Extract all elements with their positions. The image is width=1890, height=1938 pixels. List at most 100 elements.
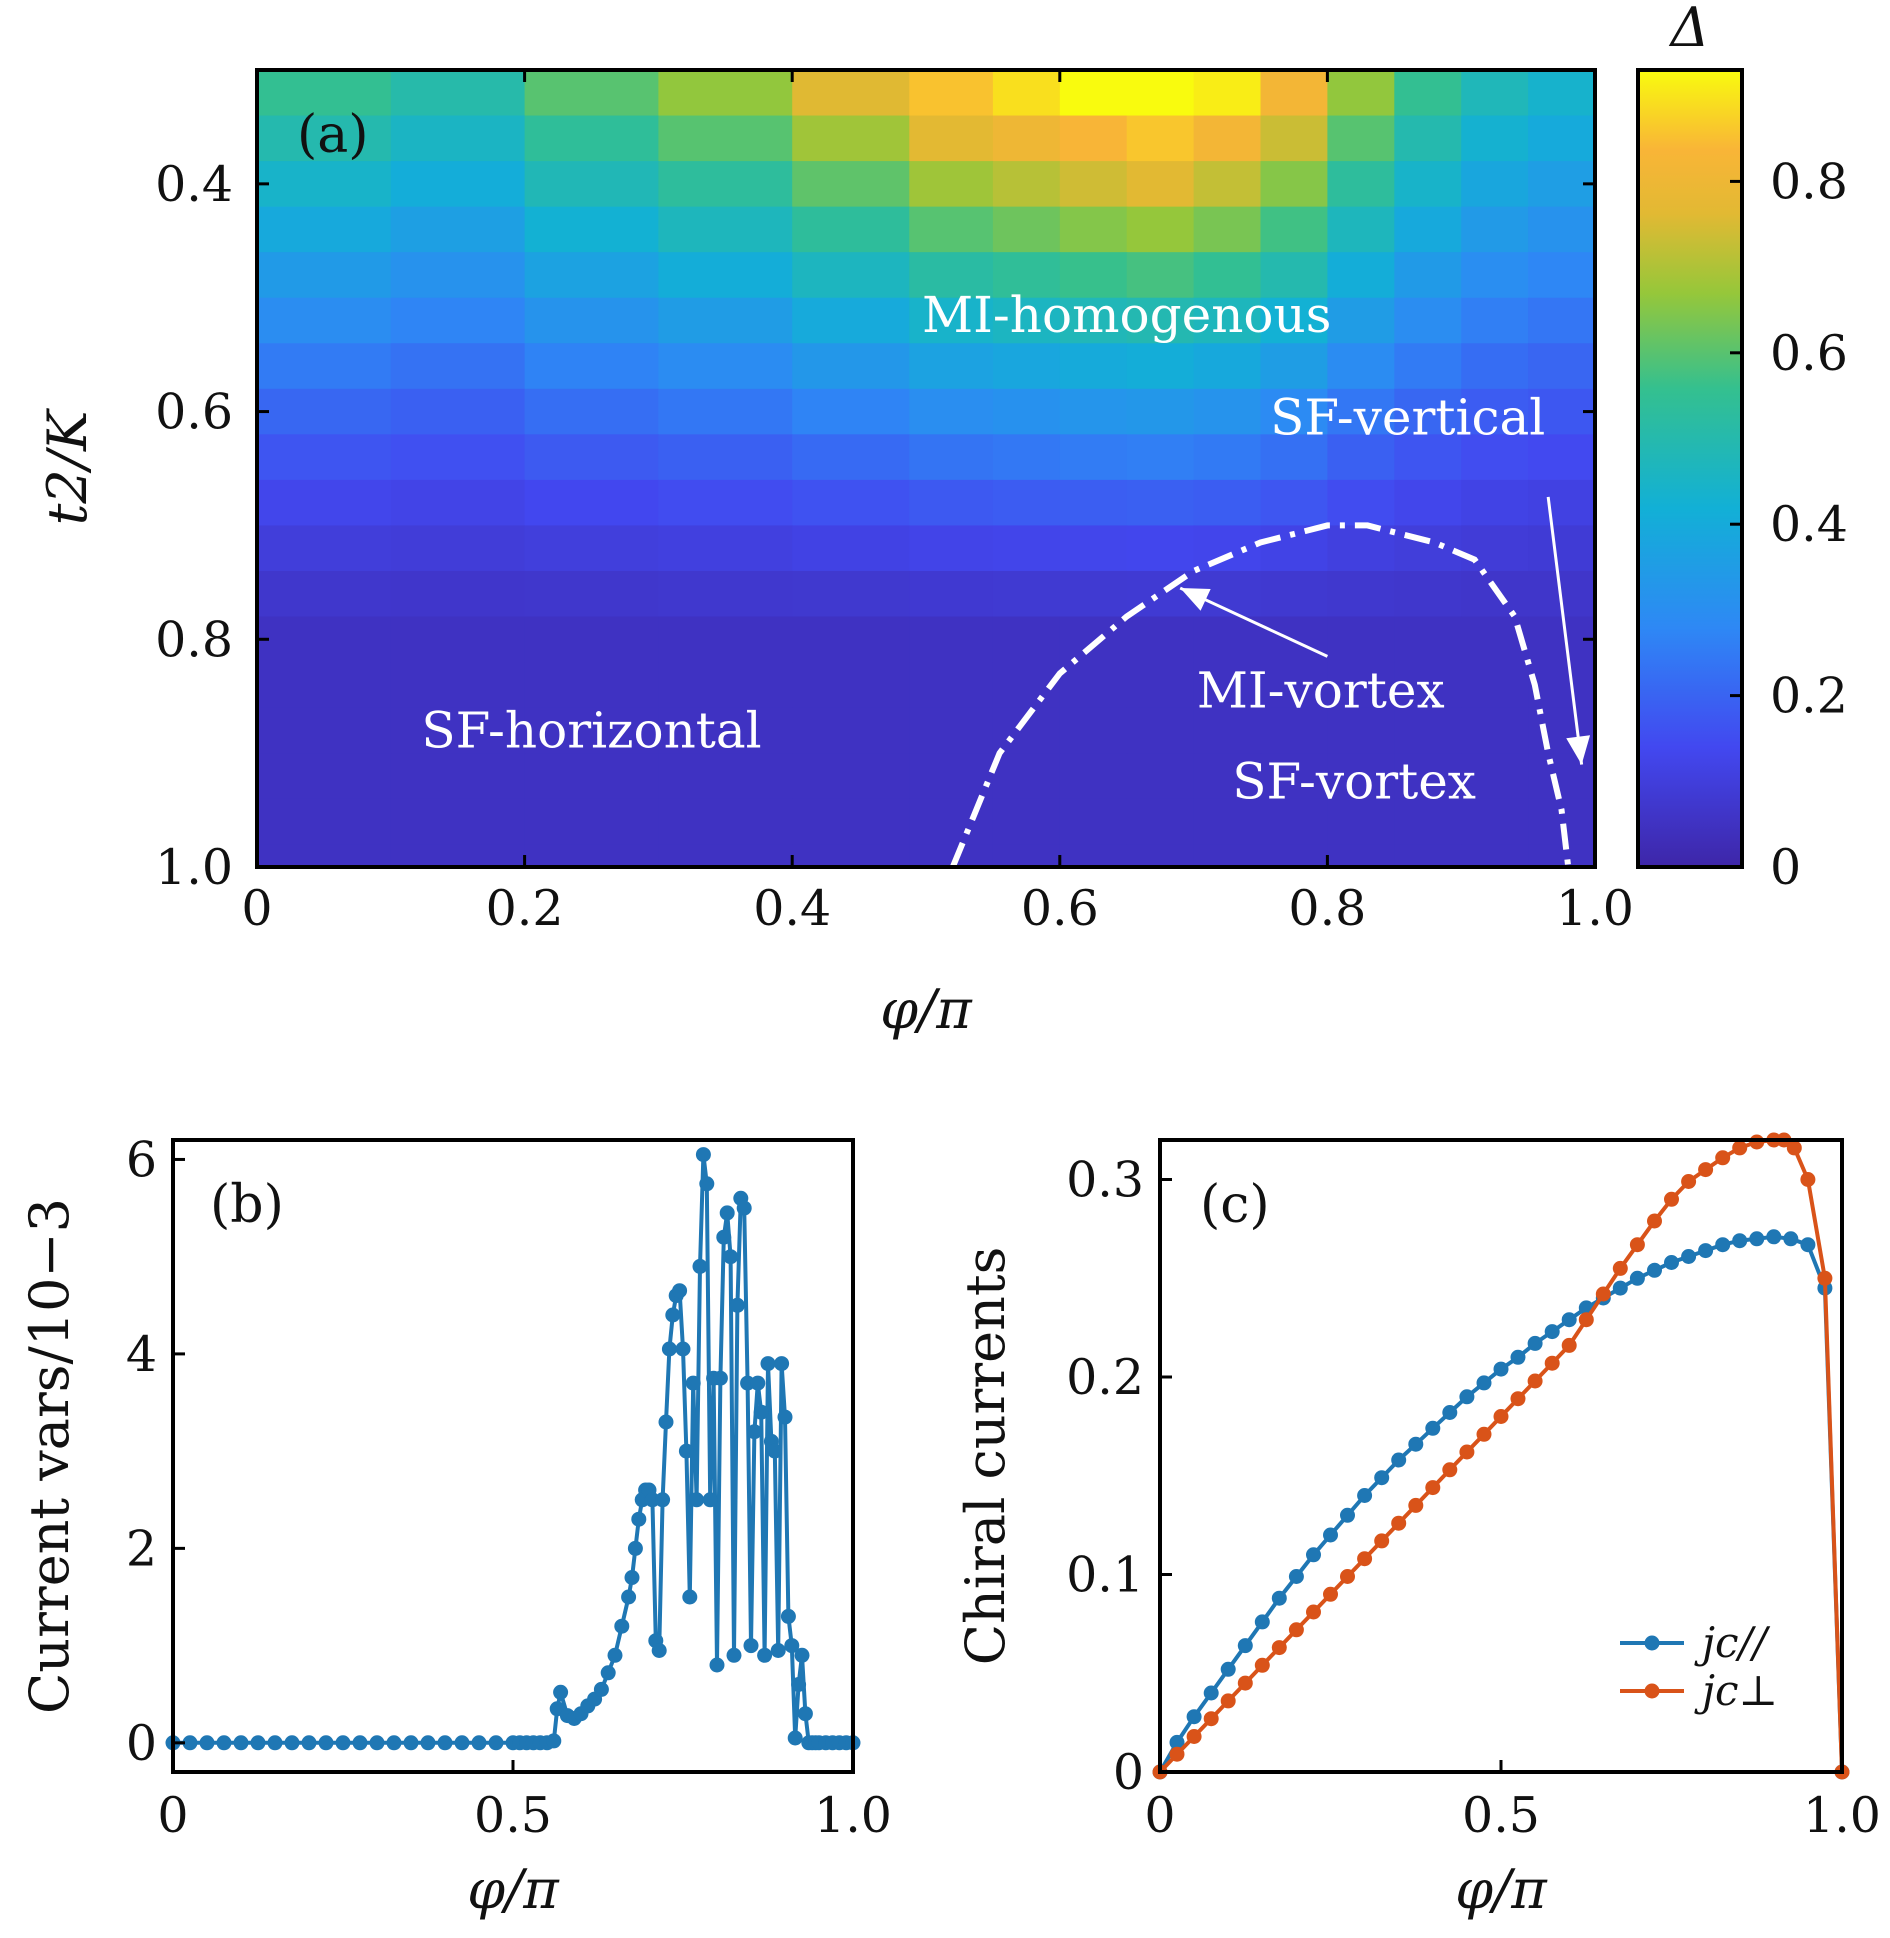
panel-c-y-ticks: 0 0.1 0.2 0.3 (1066, 1152, 1172, 1801)
x-tick-label: 0.4 (753, 880, 831, 937)
panel-b-series (165, 1147, 861, 1751)
heatmap-cell (1059, 297, 1128, 344)
y-tick-label: 0.2 (1066, 1349, 1144, 1406)
data-point (1510, 1349, 1526, 1365)
heatmap-cell (1394, 798, 1462, 845)
data-point (1749, 1231, 1765, 1247)
data-point (1510, 1391, 1526, 1407)
heatmap-cell (658, 70, 793, 117)
heatmap-cell (1193, 479, 1262, 527)
heatmap-cell (792, 388, 910, 435)
panel-a-y-axis-title: t2/K (36, 408, 99, 525)
heatmap-cell (1260, 252, 1328, 299)
data-point (335, 1735, 351, 1751)
data-point (702, 1492, 718, 1508)
heatmap-cell (992, 297, 1061, 344)
heatmap-cell (257, 115, 392, 162)
heatmap-cell (524, 707, 659, 754)
data-point (420, 1735, 436, 1751)
heatmap-cell (658, 388, 793, 435)
heatmap-cell (1528, 297, 1596, 344)
heatmap-cell (1260, 115, 1328, 162)
heatmap-cell (1059, 206, 1128, 253)
x-tick-label: 1.0 (814, 1787, 892, 1844)
data-point (1357, 1551, 1373, 1567)
heatmap-cell (1193, 616, 1262, 663)
data-point (621, 1589, 637, 1605)
data-point (774, 1356, 790, 1372)
heatmap-cell (390, 388, 526, 435)
heatmap-cell (1126, 616, 1195, 663)
panel-b-x-ticks: 0 0.5 1.0 (157, 1760, 892, 1844)
heatmap-cell (1260, 343, 1328, 390)
data-point (1595, 1286, 1611, 1302)
colorbar (1638, 70, 1742, 867)
heatmap-cell (909, 616, 994, 663)
colorbar-ticks: 0 0.2 0.4 0.6 0.8 (1730, 153, 1848, 896)
heatmap-cell (909, 70, 994, 117)
data-point (352, 1735, 368, 1751)
annotation-arrows (1179, 496, 1591, 765)
data-point (233, 1735, 249, 1751)
x-tick-label: 0 (157, 1787, 188, 1844)
heatmap-cell (909, 252, 994, 299)
heatmap-cell (390, 434, 526, 481)
data-point (1408, 1497, 1424, 1513)
x-tick-label: 0.8 (1288, 880, 1366, 937)
data-point (699, 1176, 715, 1192)
heatmap-cell (524, 479, 659, 527)
data-point (216, 1735, 232, 1751)
data-point (753, 1404, 769, 1420)
panel-b-label: (b) (210, 1175, 284, 1235)
heatmap-cell (992, 252, 1061, 299)
heatmap-cell (909, 753, 994, 800)
heatmap-cell (524, 434, 659, 481)
data-point (791, 1677, 807, 1692)
data-point (1527, 1373, 1543, 1389)
heatmap-cell (257, 753, 392, 800)
heatmap-cell (1126, 161, 1195, 208)
heatmap-cell (1461, 206, 1529, 253)
x-tick-label: 0.5 (474, 1787, 552, 1844)
heatmap-cell (1193, 161, 1262, 208)
data-point (794, 1647, 810, 1663)
data-point (1203, 1685, 1219, 1701)
data-point (1237, 1675, 1253, 1691)
data-point (665, 1307, 681, 1323)
heatmap-cell (1461, 662, 1529, 709)
data-point (1629, 1270, 1645, 1286)
data-point (716, 1229, 732, 1245)
heatmap-cell (1528, 115, 1596, 162)
data-point (1561, 1337, 1577, 1353)
data-point (1629, 1237, 1645, 1253)
x-tick-label: 0.5 (1462, 1787, 1540, 1844)
heatmap-cell (992, 70, 1061, 117)
heatmap-cell (792, 70, 910, 117)
colorbar-tick-label: 0 (1770, 839, 1801, 896)
heatmap-cell (257, 844, 392, 868)
y-tick-label: 1.0 (155, 839, 233, 896)
panel-a-x-ticks: 0 0.2 0.4 0.6 0.8 1.0 (241, 70, 1634, 937)
heatmap-cell (1461, 844, 1529, 868)
data-point (1442, 1462, 1458, 1478)
data-point (1783, 1231, 1799, 1247)
data-point (1664, 1191, 1679, 1207)
heatmap-cell (658, 115, 793, 162)
data-point (746, 1424, 762, 1440)
data-point (1647, 1213, 1662, 1229)
data-point (695, 1147, 711, 1163)
heatmap-cell (1461, 70, 1529, 117)
heatmap-cell (1394, 753, 1462, 800)
heatmap-cell (1461, 343, 1529, 390)
heatmap-cell (390, 252, 526, 299)
heatmap-cell (909, 434, 994, 481)
heatmap-cell (1327, 161, 1395, 208)
data-point (1374, 1470, 1390, 1486)
data-point (692, 1258, 708, 1274)
data-point (712, 1370, 728, 1386)
colorbar-frame (1636, 68, 1744, 869)
heatmap-cell (1327, 662, 1395, 709)
heatmap-cell (658, 297, 793, 344)
heatmap-cell (1260, 662, 1328, 709)
heatmap-cell (1193, 206, 1262, 253)
